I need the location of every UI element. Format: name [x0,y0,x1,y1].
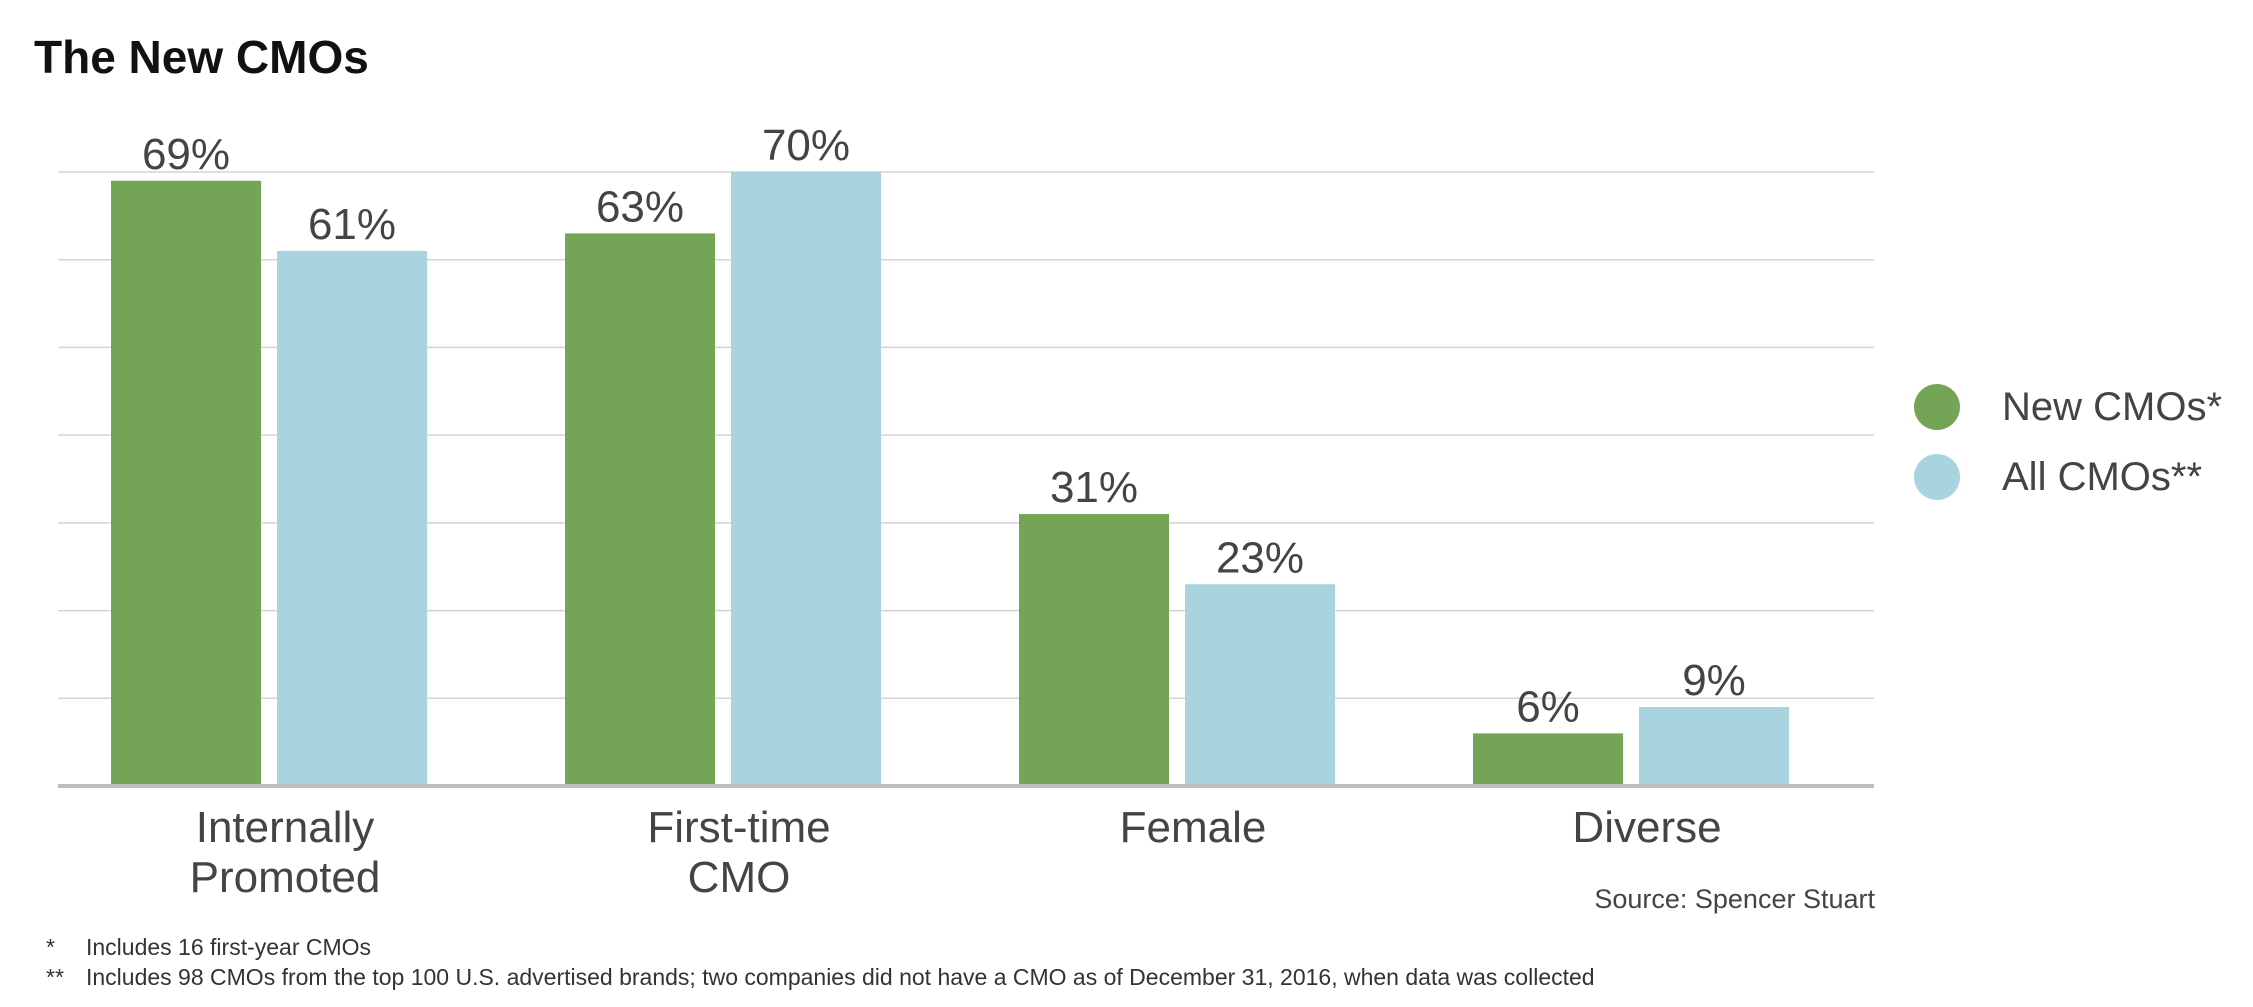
legend-swatch-all-cmos [1914,454,1960,500]
data-label: 31% [1050,463,1138,512]
bar [731,172,881,786]
category-label: First-time [647,803,830,852]
legend: New CMOs* All CMOs** [1914,372,2222,512]
bar [277,250,427,786]
footnote-mark: ** [46,964,64,990]
footnote-text: Includes 98 CMOs from the top 100 U.S. a… [86,964,1595,990]
bar [565,233,715,786]
legend-label-new-cmos: New CMOs* [2002,384,2223,429]
source-note: Source: Spencer Stuart [1594,884,1875,914]
legend-item-all-cmos: All CMOs** [1914,442,2222,512]
footnote-mark: * [46,934,55,960]
bar [1639,707,1789,786]
data-label: 70% [762,121,850,170]
data-label: 6% [1516,682,1580,731]
bar [111,180,261,786]
category-label: Promoted [190,853,381,902]
data-label: 69% [142,130,230,179]
data-label: 63% [596,182,684,231]
category-label: Female [1120,803,1267,852]
legend-swatch-new-cmos [1914,384,1960,430]
category-label: Internally [196,803,375,852]
legend-label-all-cmos: All CMOs** [2002,454,2203,499]
category-label: CMO [688,853,791,902]
data-label: 61% [308,200,396,249]
footnote: * Includes 16 first-year CMOs [46,932,1595,962]
footnote: ** Includes 98 CMOs from the top 100 U.S… [46,962,1595,992]
bar [1019,514,1169,786]
footnotes: * Includes 16 first-year CMOs ** Include… [46,932,1595,992]
data-label: 9% [1682,656,1746,705]
legend-item-new-cmos: New CMOs* [1914,372,2222,442]
data-label: 23% [1216,533,1304,582]
bar [1473,733,1623,786]
chart-title: The New CMOs [34,31,369,83]
footnote-text: Includes 16 first-year CMOs [86,934,372,960]
category-label: Diverse [1572,803,1721,852]
bar [1185,584,1335,786]
